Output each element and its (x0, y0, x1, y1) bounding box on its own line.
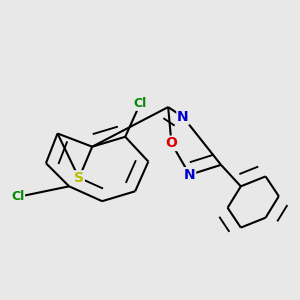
Text: S: S (74, 171, 84, 185)
Text: S: S (74, 171, 84, 185)
Text: N: N (184, 168, 195, 182)
Text: Cl: Cl (11, 190, 25, 203)
Text: Cl: Cl (134, 97, 147, 110)
Text: O: O (166, 136, 177, 150)
Text: N: N (177, 110, 189, 124)
Text: O: O (166, 136, 177, 150)
Text: N: N (177, 110, 189, 124)
Text: N: N (184, 168, 195, 182)
